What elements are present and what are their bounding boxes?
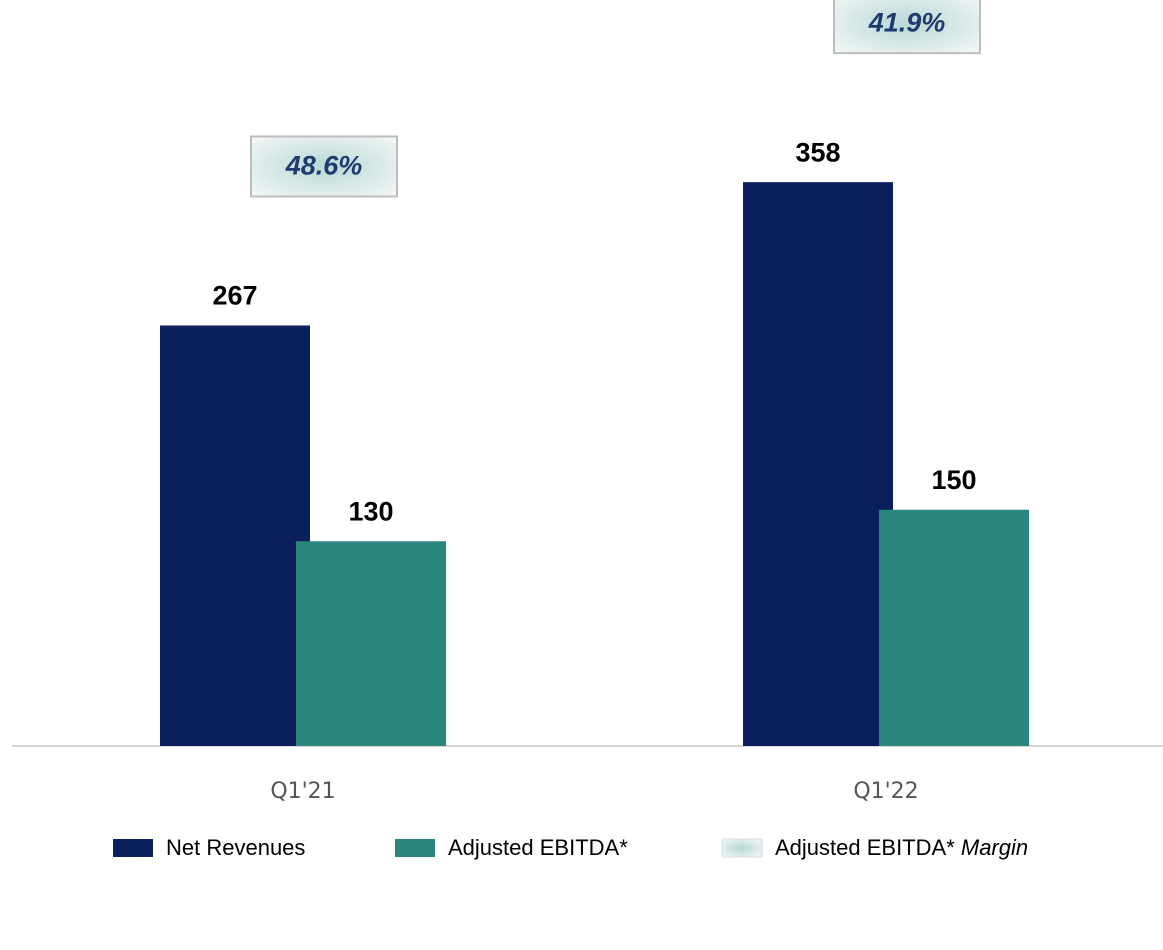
legend-label: Adjusted EBITDA* Margin — [775, 835, 1028, 860]
legend-label: Net Revenues — [166, 835, 305, 860]
legend-swatch — [721, 838, 763, 858]
margin-box — [833, 0, 981, 55]
legend-name: Net Revenues — [166, 835, 305, 860]
margin-label: 48.6% — [285, 151, 363, 181]
legend-name-italic: Margin — [961, 835, 1028, 860]
legend-label: Adjusted EBITDA* — [448, 835, 628, 860]
bar — [160, 325, 310, 746]
legend-name: Adjusted EBITDA* — [775, 835, 955, 860]
value-label: 130 — [348, 496, 393, 526]
value-label: 150 — [931, 465, 976, 495]
bar — [296, 541, 446, 746]
legend-name: Adjusted EBITDA* — [448, 835, 628, 860]
x-tick-label: Q1'21 — [270, 779, 335, 804]
x-tick-label: Q1'22 — [853, 779, 918, 804]
legend-swatch — [113, 839, 153, 857]
legend-swatch — [395, 839, 435, 857]
bar — [879, 509, 1029, 746]
margin-label: 41.9% — [868, 7, 946, 37]
margin-box — [250, 135, 398, 198]
value-label: 267 — [212, 281, 257, 311]
bar — [743, 182, 893, 746]
value-label: 358 — [795, 137, 840, 167]
